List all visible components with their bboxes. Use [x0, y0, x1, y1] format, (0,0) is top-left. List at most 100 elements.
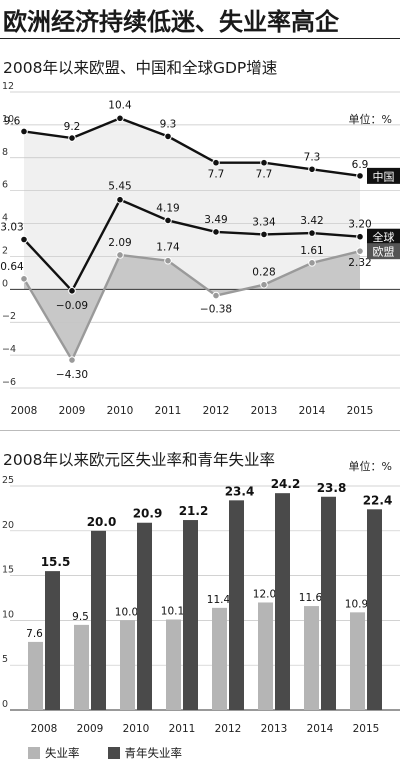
data-point — [260, 158, 268, 167]
data-label: −4.30 — [56, 369, 88, 381]
y-tick-label: 4 — [2, 213, 8, 224]
data-label: 20.9 — [133, 507, 163, 521]
青年失业率-bar — [367, 509, 382, 710]
data-label: 3.49 — [204, 214, 227, 226]
data-point — [356, 232, 364, 241]
gdp-line-chart: 12 10 8 6 4 2 0 −2 −4 −6 单位：% 2008 2009 2010 2011 2012 2… — [0, 81, 400, 417]
data-label: 4.19 — [156, 202, 179, 214]
data-label: 7.7 — [256, 169, 273, 181]
青年失业率-bar — [183, 520, 198, 710]
data-label: 15.5 — [41, 555, 71, 569]
data-label: 0.28 — [252, 267, 275, 279]
data-point — [68, 356, 76, 364]
x-tick-label: 2009 — [59, 405, 86, 417]
data-label: 7.7 — [208, 169, 225, 181]
x-tick-label: 2013 — [251, 405, 278, 417]
data-point — [308, 259, 316, 267]
x-tick-label: 2008 — [31, 723, 58, 735]
legend-label-unemployment: 失业率 — [45, 746, 80, 760]
data-label: 12.0 — [253, 588, 276, 600]
data-point — [356, 172, 364, 180]
x-tick-label: 2014 — [299, 405, 326, 417]
data-point — [164, 256, 172, 265]
data-point — [260, 230, 268, 239]
data-point — [260, 280, 268, 289]
data-label: 10.9 — [345, 598, 368, 610]
y-tick-label: 10 — [2, 609, 14, 620]
series-tag-label: 中国 — [373, 170, 395, 183]
legend-swatch-unemployment — [28, 747, 40, 759]
legend-item-youth-unemployment: 青年失业率 — [107, 745, 183, 761]
y-tick-label: 15 — [2, 565, 14, 576]
data-label: 23.4 — [225, 484, 255, 498]
x-tick-label: 2010 — [107, 405, 134, 417]
unemployment-chart-title: 2008年以来欧元区失业率和青年失业率 — [3, 451, 275, 469]
data-point — [20, 127, 28, 136]
legend-swatch-youth-unemployment — [107, 747, 120, 759]
data-label: 9.5 — [72, 611, 89, 623]
data-label: 3.34 — [252, 216, 276, 228]
data-point — [308, 165, 316, 174]
unemployment-bar-chart: 2520151050单位：%7.615.520089.520.0200910.0… — [2, 459, 400, 735]
bar-unit-label: 单位：% — [349, 459, 392, 473]
x-tick-label: 2009 — [77, 723, 104, 735]
legend-item-unemployment: 失业率 — [28, 745, 80, 761]
欧盟-line — [22, 250, 361, 363]
data-label: 9.6 — [4, 115, 21, 127]
data-label: 9.3 — [160, 118, 177, 130]
失业率-bar — [304, 606, 319, 710]
data-point — [116, 251, 124, 259]
data-label: 11.6 — [299, 592, 323, 604]
data-point — [308, 229, 316, 237]
data-label: 1.74 — [156, 242, 180, 254]
中国-line — [23, 117, 361, 178]
y-tick-label: 25 — [2, 475, 14, 486]
y-tick-label: 5 — [2, 654, 8, 665]
x-tick-label: 2012 — [215, 723, 242, 735]
data-point — [68, 134, 76, 142]
失业率-bar — [28, 641, 43, 710]
data-point — [356, 247, 364, 255]
legend-label-youth-unemployment: 青年失业率 — [124, 746, 183, 760]
青年失业率-bar — [137, 522, 152, 710]
china-area — [24, 118, 360, 290]
x-tick-label: 2012 — [203, 405, 230, 417]
data-label: 7.6 — [26, 628, 43, 640]
data-point — [20, 275, 28, 283]
失业率-bar — [120, 620, 135, 710]
青年失业率-bar — [229, 500, 244, 710]
data-label: 22.4 — [363, 493, 393, 507]
data-point — [164, 132, 172, 141]
data-point — [212, 228, 220, 236]
headline-rule — [0, 38, 400, 39]
gdp-unit-label: 单位：% — [349, 112, 392, 126]
y-tick-label: 12 — [2, 81, 14, 92]
data-point — [212, 291, 220, 300]
data-label: 2.32 — [348, 257, 371, 269]
失业率-bar — [350, 612, 365, 710]
data-label: 3.20 — [348, 219, 371, 231]
青年失业率-bar — [91, 530, 106, 710]
x-tick-label: 2008 — [11, 405, 38, 417]
data-point — [20, 235, 28, 244]
series-tag-label: 全球 — [373, 230, 395, 244]
data-point — [68, 287, 76, 295]
data-label: 20.0 — [87, 515, 117, 529]
data-point — [116, 114, 124, 123]
y-tick-label: 8 — [2, 147, 8, 158]
section-divider — [0, 430, 400, 431]
series-tag-box — [367, 167, 400, 184]
data-point — [116, 195, 124, 204]
失业率-bar — [166, 619, 181, 710]
gdp-chart-title: 2008年以来欧盟、中国和全球GDP增速 — [3, 59, 278, 77]
x-tick-label: 2011 — [155, 405, 182, 417]
data-label: 9.2 — [64, 121, 81, 133]
data-label: −0.38 — [200, 304, 232, 316]
data-label: 11.4 — [207, 594, 231, 606]
series-tag-box — [367, 228, 400, 245]
y-tick-label: 2 — [2, 245, 8, 256]
y-tick-label: 6 — [2, 180, 8, 191]
data-label: 10.1 — [161, 606, 184, 618]
全球-line — [23, 198, 361, 293]
data-label: −0.09 — [56, 300, 88, 312]
